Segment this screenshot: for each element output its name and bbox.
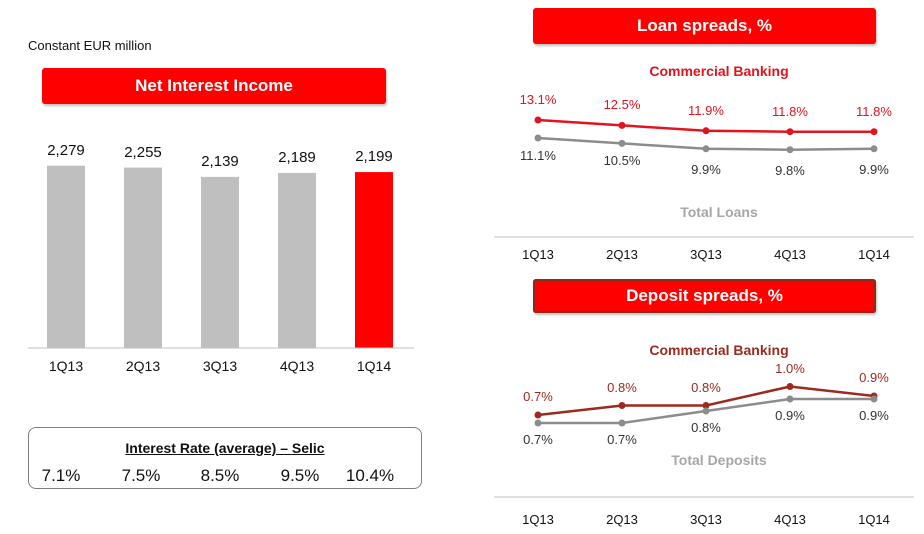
nii-x-tick: 3Q13	[202, 358, 238, 374]
nii-bar	[124, 167, 162, 348]
deposit-value-label: 0.7%	[523, 432, 553, 447]
nii-x-tick: 1Q14	[356, 358, 392, 374]
nii-x-tick: 4Q13	[279, 358, 315, 374]
nii-value-label: 2,189	[278, 148, 316, 166]
deposit-x-tick: 4Q13	[774, 512, 806, 527]
deposit-value-label: 0.9%	[859, 370, 889, 385]
deposit-series2-label: Total Deposits	[671, 452, 767, 468]
loan-point	[786, 128, 794, 136]
loan-x-tick: 3Q13	[690, 247, 722, 262]
deposit-value-label: 0.7%	[523, 389, 553, 404]
deposit-value-label: 0.9%	[859, 408, 889, 423]
deposit-value-label: 0.8%	[691, 420, 721, 435]
nii-value-label: 2,279	[47, 141, 85, 159]
deposit-x-tick: 1Q14	[858, 512, 890, 527]
deposit-point	[534, 411, 542, 419]
deposit-value-label: 1.0%	[775, 360, 805, 376]
nii-bar	[355, 172, 393, 348]
selic-value: 10.4%	[345, 466, 395, 485]
deposit-point	[618, 419, 626, 427]
deposit-value-label: 0.8%	[691, 379, 721, 395]
nii-bar	[47, 165, 85, 348]
loan-lines	[534, 116, 878, 154]
loan-x-tick: 2Q13	[606, 247, 638, 262]
deposit-x-tick: 3Q13	[690, 512, 722, 527]
loan-point	[534, 134, 542, 142]
deposit-x-tick: 2Q13	[606, 512, 638, 527]
loan-value-label: 11.8%	[772, 103, 808, 119]
loan-series2-label: Total Loans	[680, 204, 758, 220]
loan-title: Loan spreads, %	[533, 8, 876, 44]
loan-value-label: 11.8%	[856, 103, 892, 119]
selic-value: 7.5%	[121, 466, 161, 485]
deposit-value-label: 0.8%	[607, 379, 637, 395]
nii-bars	[47, 165, 393, 348]
loan-value-label: 13.1%	[519, 92, 557, 107]
loan-x-tick: 1Q14	[858, 247, 890, 262]
loan-value-label: 9.9%	[691, 161, 721, 177]
deposit-value-label: 0.9%	[775, 408, 805, 423]
loan-point	[786, 146, 794, 154]
selic-value: 9.5%	[280, 466, 320, 485]
deposit-point	[786, 383, 794, 390]
unit-label: Constant EUR million	[28, 38, 152, 53]
nii-x-tick: 1Q13	[48, 358, 84, 374]
selic-title: Interest Rate (average) – Selic	[125, 440, 325, 456]
loan-value-label: 11.1%	[520, 148, 556, 163]
loan-value-label: 9.8%	[775, 162, 805, 178]
loan-point	[618, 139, 626, 147]
nii-value-label: 2,139	[201, 152, 239, 170]
loan-point	[534, 116, 542, 124]
loan-value-label: 9.9%	[859, 161, 889, 177]
selic-value: 7.1%	[41, 466, 81, 485]
selic-box: Interest Rate (average) – Selic 7.1% 7.5…	[28, 427, 422, 489]
nii-value-label: 2,255	[124, 143, 162, 161]
deposit-title: Deposit spreads, %	[533, 279, 876, 313]
loan-x-tick: 1Q13	[522, 247, 554, 262]
deposit-value-label: 0.7%	[607, 432, 637, 447]
deposit-point	[702, 407, 710, 415]
loan-series1-label: Commercial Banking	[649, 63, 789, 79]
deposit-point	[702, 402, 710, 409]
deposit-lines	[534, 383, 878, 427]
loan-point	[618, 121, 626, 129]
loan-value-label: 10.5%	[603, 153, 641, 169]
deposit-point	[618, 402, 626, 409]
nii-bar	[201, 176, 239, 348]
loan-point	[870, 145, 878, 153]
selic-value: 8.5%	[200, 466, 240, 485]
loan-point	[870, 128, 878, 136]
deposit-point	[786, 395, 794, 403]
loan-point	[702, 145, 710, 153]
loan-value-label: 12.5%	[603, 97, 641, 113]
nii-title: Net Interest Income	[42, 68, 386, 104]
deposit-series1-label: Commercial Banking	[649, 342, 789, 358]
nii-value-label: 2,199	[355, 148, 393, 166]
deposit-x-tick: 1Q13	[522, 512, 554, 527]
nii-x-tick: 2Q13	[125, 358, 161, 374]
nii-bar	[278, 172, 316, 348]
loan-value-label: 11.9%	[688, 102, 724, 118]
loan-point	[702, 127, 710, 135]
deposit-point	[870, 395, 878, 403]
loan-x-tick: 4Q13	[774, 247, 806, 262]
deposit-point	[534, 419, 542, 427]
